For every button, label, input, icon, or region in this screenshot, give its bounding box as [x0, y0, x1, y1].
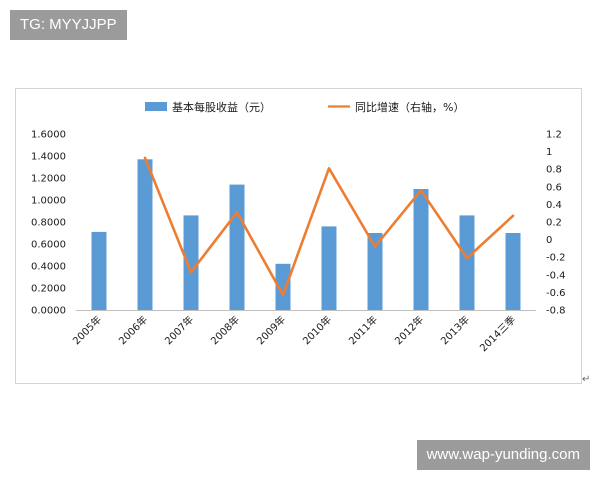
right-tick-label: -0.8 [546, 306, 566, 317]
x-tick-label: 2014三季 [477, 314, 518, 355]
left-tick-label: 0.2000 [31, 284, 66, 295]
x-tick-label: 2010年 [300, 313, 334, 347]
bar [505, 233, 521, 310]
right-tick-label: -0.4 [546, 270, 566, 281]
x-tick-label: 2013年 [438, 313, 472, 347]
bar [367, 233, 383, 310]
left-tick-label: 0.0000 [31, 306, 66, 317]
bar [459, 215, 475, 310]
left-tick-label: 0.6000 [31, 240, 66, 251]
bar-series [91, 159, 521, 310]
x-tick-label: 2012年 [392, 313, 426, 347]
right-tick-label: 0.2 [546, 218, 562, 229]
combo-chart: 基本每股收益（元） 同比增速（右轴，%） 1.60001.40001.20001.… [31, 100, 566, 355]
growth-line [143, 156, 515, 297]
bar [91, 231, 107, 310]
watermark-top-label: TG: MYYJJPP [10, 10, 127, 40]
left-tick-label: 0.8000 [31, 218, 66, 229]
x-tick-label: 2008年 [208, 313, 242, 347]
bar [183, 215, 199, 310]
left-tick-label: 1.2000 [31, 174, 66, 185]
right-tick-label: 0.4 [546, 200, 562, 211]
left-tick-label: 1.6000 [31, 130, 66, 141]
x-tick-label: 2007年 [162, 313, 196, 347]
chart-legend: 基本每股收益（元） 同比增速（右轴，%） [145, 100, 464, 114]
right-tick-label: 0.8 [546, 165, 562, 176]
paragraph-return-mark: ↵ [582, 374, 591, 385]
bar [413, 189, 429, 310]
legend-line-label: 同比增速（右轴，%） [355, 100, 464, 114]
right-tick-label: 1.2 [546, 130, 562, 141]
right-y-axis: 1.2 1 0.8 0.6 0.4 0.2 0 -0.2 -0.4 -0.6 -0.8 [546, 130, 566, 317]
x-tick-label: 2005年 [70, 313, 104, 347]
right-tick-label: 0 [546, 235, 552, 246]
left-tick-label: 1.4000 [31, 152, 66, 163]
watermark-bottom-label: www.wap-yunding.com [416, 440, 590, 470]
left-tick-label: 0.4000 [31, 262, 66, 273]
line-series [143, 156, 515, 297]
x-axis: 2005年 2006年 2007年 2008年 2009年 2010年 2011年 2012年… [70, 310, 536, 355]
bar [321, 226, 337, 310]
left-tick-label: 1.0000 [31, 196, 66, 207]
chart-area: 基本每股收益（元） 同比增速（右轴，%） 1.6000 1.4000 1.2000 1.… [15, 88, 582, 384]
right-tick-label: 0.6 [546, 182, 562, 193]
legend-bar-label: 基本每股收益（元） [172, 100, 271, 114]
right-tick-label: -0.2 [546, 253, 566, 264]
bar [275, 263, 291, 310]
legend-bar-swatch [145, 102, 167, 111]
bar [229, 184, 245, 310]
x-tick-label: 2006年 [116, 313, 150, 347]
right-tick-label: 1 [546, 147, 552, 158]
x-tick-label: 2011年 [346, 313, 380, 347]
left-y-axis: 1.6000 1.4000 1.2000 1.0000 0.8000 0.6000 0.40… [31, 130, 66, 317]
bar [137, 159, 153, 310]
right-tick-label: -0.6 [546, 288, 566, 299]
x-tick-label: 2009年 [254, 313, 288, 347]
